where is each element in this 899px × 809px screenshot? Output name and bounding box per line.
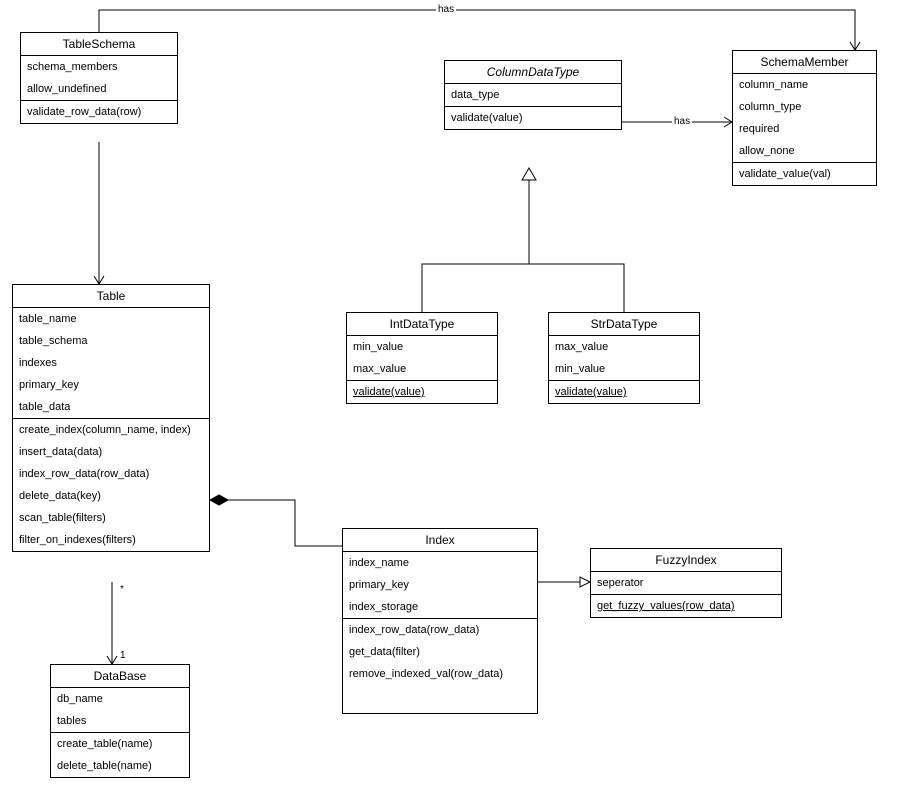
class-fuzzyindex: FuzzyIndexseperatorget_fuzzy_values(row_…: [590, 548, 782, 618]
attr-row: primary_key: [13, 374, 209, 396]
method-row: filter_on_indexes(filters): [13, 529, 209, 551]
methods-section: create_table(name)delete_table(name): [51, 733, 189, 777]
method-row: remove_indexed_val(row_data): [343, 663, 537, 685]
class-title: Table: [13, 285, 209, 308]
attrs-section: min_valuemax_value: [347, 336, 497, 381]
methods-section: validate(value): [347, 381, 497, 403]
class-title: DataBase: [51, 665, 189, 688]
method-row: validate_row_data(row): [21, 101, 177, 123]
attr-row: column_name: [733, 74, 876, 96]
class-title: TableSchema: [21, 33, 177, 56]
method-row: index_row_data(row_data): [343, 619, 537, 641]
attrs-section: table_nametable_schemaindexesprimary_key…: [13, 308, 209, 419]
methods-section: create_index(column_name, index)insert_d…: [13, 419, 209, 551]
method-row: get_fuzzy_values(row_data): [591, 595, 781, 617]
multiplicity: *: [118, 584, 126, 595]
attr-row: allow_none: [733, 140, 876, 162]
class-title: ColumnDataType: [445, 61, 621, 84]
strdatatype-inh-columndatatype: [529, 264, 624, 312]
method-row: insert_data(data): [13, 441, 209, 463]
intdatatype-inh-columndatatype: [422, 180, 529, 312]
multiplicity: 1: [118, 650, 128, 661]
edge-label: has: [672, 116, 692, 127]
method-row: index_row_data(row_data): [13, 463, 209, 485]
attr-row: seperator: [591, 572, 781, 594]
attr-row: min_value: [347, 336, 497, 358]
attr-row: max_value: [549, 336, 699, 358]
attrs-section: column_namecolumn_typerequiredallow_none: [733, 74, 876, 163]
tableschema-has-schemamember: [99, 10, 855, 50]
method-row: delete_data(key): [13, 485, 209, 507]
attr-row: min_value: [549, 358, 699, 380]
attr-row: allow_undefined: [21, 78, 177, 100]
class-tableschema: TableSchemaschema_membersallow_undefined…: [20, 32, 178, 124]
class-table: Tabletable_nametable_schemaindexesprimar…: [12, 284, 210, 552]
method-row: get_data(filter): [343, 641, 537, 663]
class-columndatatype: ColumnDataTypedata_typevalidate(value): [444, 60, 622, 130]
method-row: validate_value(val): [733, 163, 876, 185]
method-row: scan_table(filters): [13, 507, 209, 529]
attr-row: table_schema: [13, 330, 209, 352]
method-row: validate(value): [347, 381, 497, 403]
class-strdatatype: StrDataTypemax_valuemin_valuevalidate(va…: [548, 312, 700, 404]
attrs-section: data_type: [445, 84, 621, 107]
method-row: delete_table(name): [51, 755, 189, 777]
attr-row: required: [733, 118, 876, 140]
attr-row: index_name: [343, 552, 537, 574]
class-index: Indexindex_nameprimary_keyindex_storagei…: [342, 528, 538, 714]
methods-section: index_row_data(row_data)get_data(filter)…: [343, 619, 537, 713]
index-agg-table: [225, 500, 342, 546]
class-schemamember: SchemaMembercolumn_namecolumn_typerequir…: [732, 50, 877, 186]
class-title: SchemaMember: [733, 51, 876, 74]
class-database: DataBasedb_nametablescreate_table(name)d…: [50, 664, 190, 778]
class-title: StrDataType: [549, 313, 699, 336]
method-row: validate(value): [549, 381, 699, 403]
attrs-section: seperator: [591, 572, 781, 595]
attr-row: table_data: [13, 396, 209, 418]
class-title: Index: [343, 529, 537, 552]
attr-row: column_type: [733, 96, 876, 118]
edge-label: has: [436, 4, 456, 15]
attr-row: max_value: [347, 358, 497, 380]
attrs-section: index_nameprimary_keyindex_storage: [343, 552, 537, 619]
methods-section: get_fuzzy_values(row_data): [591, 595, 781, 617]
attr-row: data_type: [445, 84, 621, 106]
methods-section: validate_value(val): [733, 163, 876, 185]
attr-row: db_name: [51, 688, 189, 710]
attr-row: table_name: [13, 308, 209, 330]
attr-row: indexes: [13, 352, 209, 374]
method-row: validate(value): [445, 107, 621, 129]
class-intdatatype: IntDataTypemin_valuemax_valuevalidate(va…: [346, 312, 498, 404]
attr-row: tables: [51, 710, 189, 732]
class-title: FuzzyIndex: [591, 549, 781, 572]
attr-row: primary_key: [343, 574, 537, 596]
methods-section: validate(value): [549, 381, 699, 403]
method-row: create_table(name): [51, 733, 189, 755]
class-title: IntDataType: [347, 313, 497, 336]
attr-row: index_storage: [343, 596, 537, 618]
attr-row: schema_members: [21, 56, 177, 78]
attrs-section: db_nametables: [51, 688, 189, 733]
attrs-section: schema_membersallow_undefined: [21, 56, 177, 101]
method-row: create_index(column_name, index): [13, 419, 209, 441]
methods-section: validate(value): [445, 107, 621, 129]
methods-section: validate_row_data(row): [21, 101, 177, 123]
attrs-section: max_valuemin_value: [549, 336, 699, 381]
